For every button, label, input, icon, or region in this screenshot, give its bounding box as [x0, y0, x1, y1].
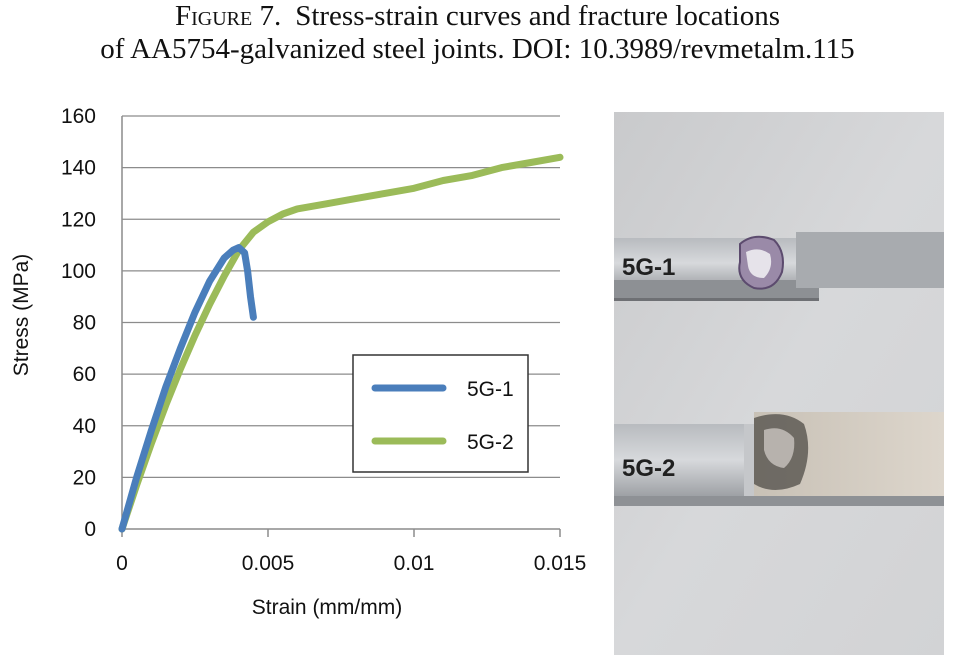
specimen-5g-1: 5G-1: [614, 232, 944, 301]
caption-text-1: Stress-strain curves and fracture locati…: [295, 0, 780, 32]
figure-caption: Figure 7. Stress-strain curves and fractu…: [0, 0, 955, 66]
series-layer: [118, 153, 564, 533]
y-axis-label: Stress (MPa): [10, 254, 33, 377]
y-tick-label: 80: [73, 312, 96, 335]
x-tick-label: 0.01: [394, 552, 435, 575]
legend: 5G-1 5G-2: [352, 354, 529, 473]
specimen-2-steel-end: [614, 424, 744, 496]
y-tick-label: 160: [61, 105, 96, 128]
specimen-1-lower-strip: [614, 280, 819, 300]
figure-label: Figure 7.: [174, 0, 282, 32]
y-tick-label: 140: [61, 157, 96, 180]
fracture-photo-svg: 5G-1 5G-2: [614, 112, 944, 655]
series-line-5g-1: [118, 244, 257, 533]
specimen-1-right-plate: [796, 232, 944, 288]
series-line-5g-2: [118, 153, 564, 533]
y-tick-label: 100: [61, 260, 96, 283]
x-axis-label: Strain (mm/mm): [252, 596, 403, 619]
legend-label-5g-1: 5G-1: [467, 378, 514, 401]
specimen-5g-2: 5G-2: [614, 412, 944, 506]
caption-line-1: Figure 7. Stress-strain curves and fractu…: [0, 0, 955, 33]
y-tick-label: 60: [73, 363, 96, 386]
x-tick-label: 0.005: [242, 552, 295, 575]
legend-box: [352, 354, 529, 473]
fracture-photo: 5G-1 5G-2: [614, 112, 944, 655]
legend-label-5g-2: 5G-2: [467, 431, 514, 454]
specimen-1-label: 5G-1: [622, 254, 675, 281]
y-tick-label: 0: [84, 518, 96, 541]
specimen-2-label: 5G-2: [622, 455, 675, 482]
photo-background: [614, 112, 944, 655]
axis-layer: [121, 116, 561, 537]
chart-svg: 0 20 40 60 80 100 120 140 160 0 0.005 0.01 0.015 Str…: [10, 105, 586, 619]
y-tick-label: 20: [73, 466, 96, 489]
y-tick-label: 120: [61, 208, 96, 231]
caption-line-2: of AA5754-galvanized steel joints. DOI: …: [100, 33, 855, 65]
x-tick-label: 0: [116, 552, 128, 575]
y-tick-label: 40: [73, 415, 96, 438]
x-tick-label: 0.015: [534, 552, 587, 575]
stress-strain-chart: 0 20 40 60 80 100 120 140 160 0 0.005 0.01 0.015 Str…: [0, 90, 590, 655]
grid-layer: [122, 115, 560, 478]
tick-label-layer: 0 20 40 60 80 100 120 140 160 0 0.005 0.01 0.015: [61, 105, 586, 575]
